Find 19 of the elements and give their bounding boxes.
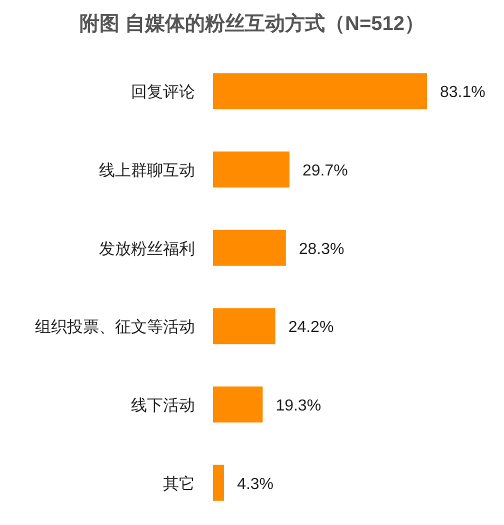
data-label: 24.2% [288,319,334,336]
y-tick-label: 线下活动 [131,396,195,414]
chart-title: 附图 自媒体的粉丝互动方式（N=512） [79,12,425,35]
y-tick-label: 线上群聊互动 [99,162,195,180]
y-tick-label: 组织投票、征文等活动 [35,318,195,336]
y-tick-label: 其它 [163,474,195,493]
data-label: 4.3% [237,476,274,493]
bar [213,230,286,266]
data-label: 28.3% [298,240,344,258]
bar [213,464,224,501]
bar [213,152,290,188]
bar [213,73,427,110]
data-label: 29.7% [302,162,348,180]
bar [213,308,276,344]
y-tick-label: 回复评论 [131,83,195,102]
data-label: 83.1% [440,84,486,102]
data-label: 19.3% [276,398,322,414]
bar [213,386,263,422]
y-tick-label: 发放粉丝福利 [99,240,195,258]
